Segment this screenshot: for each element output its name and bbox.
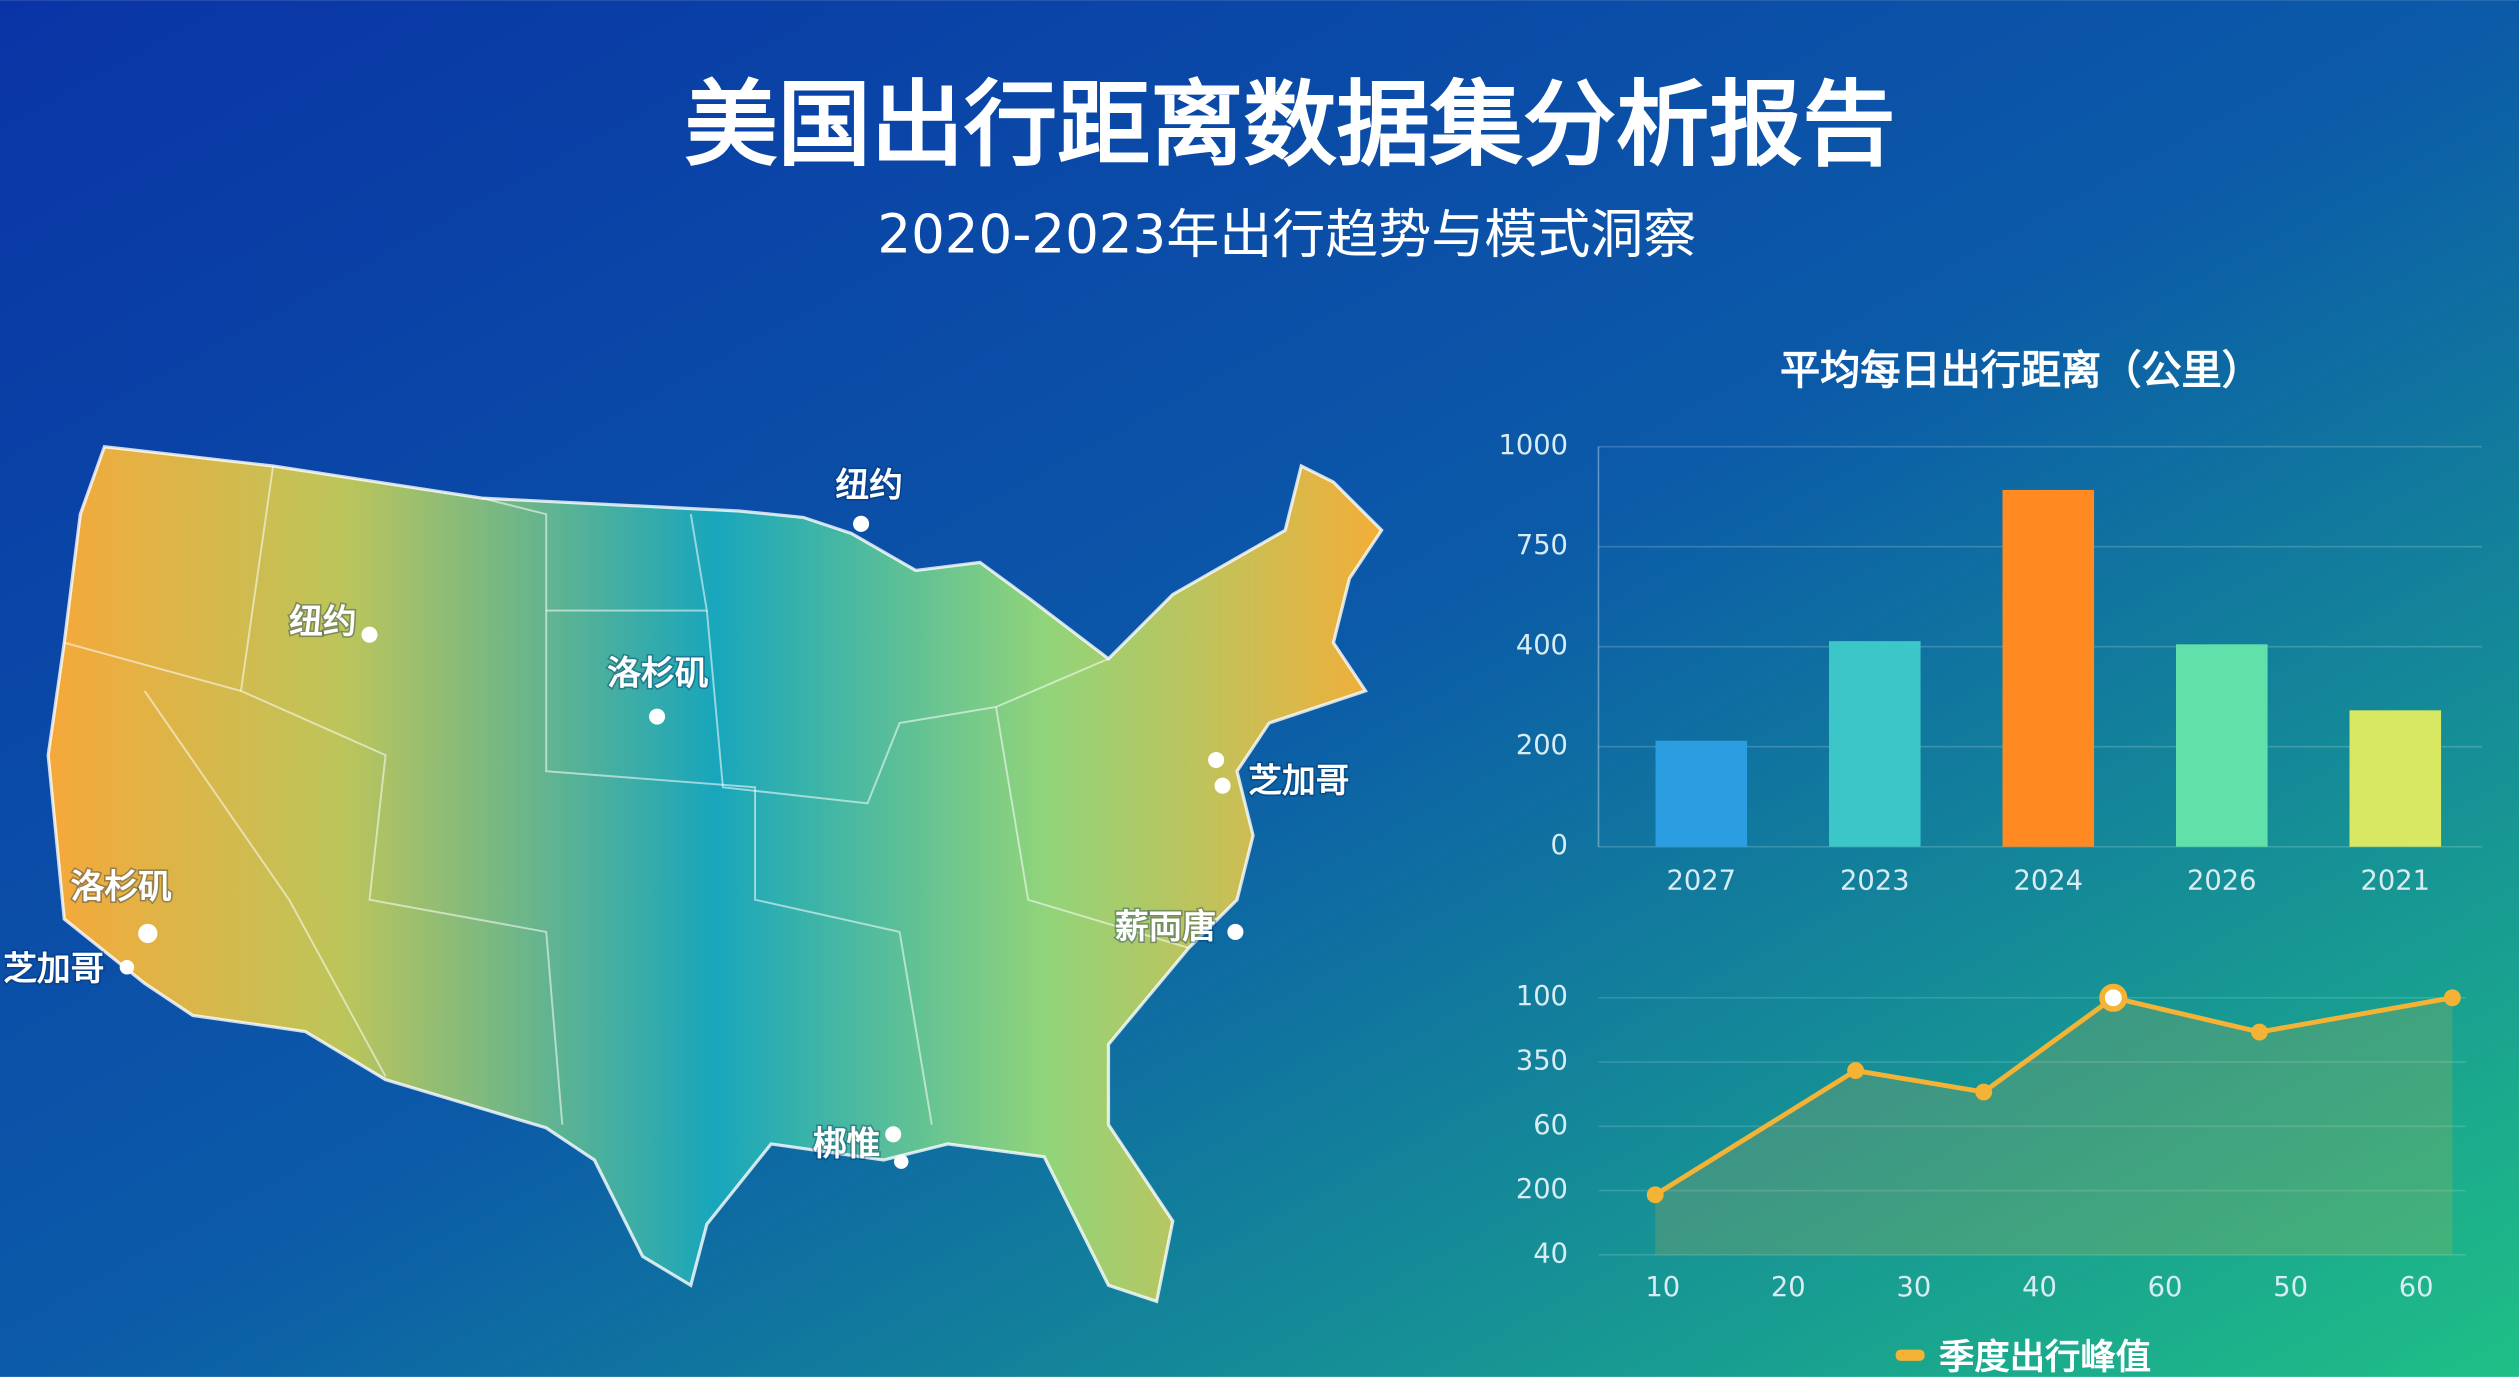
y-tick-label: 100 (1516, 981, 1568, 1012)
bar-chart-title: 平均每日出行距离（公里） (1780, 348, 2262, 394)
x-tick-label: 2024 (2014, 866, 2083, 897)
state-lines (64, 465, 1190, 1125)
x-tick-label: 60 (2399, 1272, 2434, 1303)
city-label: 薪両唐 (1115, 907, 1216, 946)
y-tick-label: 400 (1516, 630, 1568, 661)
line-area (1655, 997, 2453, 1255)
y-tick-label: 750 (1516, 530, 1568, 561)
city-dot (1227, 923, 1244, 940)
y-tick-label: 1000 (1498, 430, 1567, 461)
city-dot (853, 515, 870, 532)
x-tick-label: 2026 (2187, 866, 2256, 897)
city-label: 洛杉矶 (607, 653, 708, 692)
x-tick-label: 40 (2022, 1272, 2057, 1303)
city-dot (894, 1154, 909, 1169)
y-tick-label: 0 (1551, 830, 1568, 861)
city-dot (138, 923, 158, 944)
line-point (1646, 1186, 1664, 1204)
line (1653, 995, 2453, 1197)
line-point (1847, 1062, 1865, 1080)
y-tick-label: 200 (1516, 730, 1568, 761)
city-labels: 纽约 纽约 洛杉矶 洛杉矶 芝加哥 芝加哥 薪両唐 梆惟 (2, 464, 1351, 1169)
line-point (1975, 1083, 1993, 1101)
city-label: 洛杉矶 (71, 867, 172, 906)
subtitle: 2020-2023年出行趋势与模式洞察 (877, 204, 1696, 266)
x-tick-label: 10 (1645, 1272, 1680, 1303)
city-dot (361, 626, 378, 643)
bar (1655, 740, 1748, 847)
us-map (46, 444, 1384, 1304)
title: 美国出行距离数据集分析报告 (685, 71, 1896, 179)
bar (2349, 710, 2442, 847)
x-tick-label: 20 (1771, 1272, 1806, 1303)
y-tick-label: 200 (1516, 1174, 1568, 1205)
city-label: 芝加哥 (1248, 761, 1349, 800)
line-point (2443, 989, 2461, 1007)
city-label: 纽约 (835, 465, 902, 504)
city-dots (119, 515, 1244, 1169)
x-tick-label: 60 (2148, 1272, 2183, 1303)
x-tick-label: 2023 (1840, 866, 1909, 897)
y-tick-label: 40 (1533, 1238, 1568, 1269)
line-point (2251, 1023, 2268, 1041)
city-label: 芝加哥 (3, 949, 104, 988)
bar (1829, 641, 1921, 847)
legend-swatch (1895, 1349, 1925, 1361)
city-dot (1208, 751, 1225, 769)
map-outline (46, 444, 1384, 1304)
city-dot (1214, 777, 1231, 794)
x-tick-label: 30 (1897, 1272, 1932, 1303)
legend-label: 季度出行峰值 (1939, 1337, 2151, 1377)
city-dot (119, 959, 135, 975)
city-dot (885, 1126, 902, 1143)
line-point (2099, 983, 2128, 1012)
y-tick-label: 350 (1516, 1046, 1568, 1077)
city-dot (649, 708, 666, 725)
city-label: 纽约 (289, 602, 356, 641)
city-label: 梆惟 (813, 1124, 880, 1163)
y-tick-label: 60 (1533, 1110, 1568, 1141)
bar (2002, 489, 2095, 847)
x-tick-label: 50 (2273, 1272, 2308, 1303)
bar (2176, 644, 2268, 847)
x-tick-label: 2021 (2361, 866, 2430, 897)
x-tick-label: 2027 (1667, 866, 1736, 897)
